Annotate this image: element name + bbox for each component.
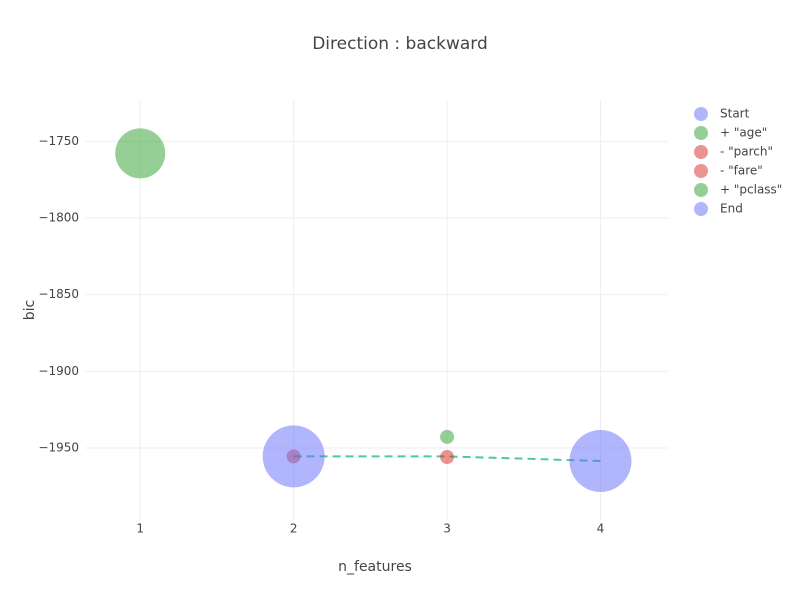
x-tick-label: 2 bbox=[290, 522, 298, 536]
bubble bbox=[440, 429, 455, 444]
x-axis-title: n_features bbox=[338, 559, 412, 575]
x-tick-label: 3 bbox=[443, 522, 451, 536]
legend-swatch bbox=[694, 145, 708, 159]
legend-swatch bbox=[694, 183, 708, 197]
bubble bbox=[115, 128, 166, 179]
legend-label: - "parch" bbox=[720, 145, 773, 159]
legend-label: + "pclass" bbox=[720, 183, 782, 197]
bubble bbox=[262, 425, 325, 488]
legend-swatch bbox=[694, 126, 708, 140]
y-axis-title: bic bbox=[22, 300, 38, 320]
y-tick-label: −1950 bbox=[38, 440, 79, 454]
y-tick-label: −1800 bbox=[38, 211, 79, 225]
legend-label: - "fare" bbox=[720, 164, 763, 178]
legend-swatch bbox=[694, 202, 708, 216]
bubble bbox=[440, 450, 455, 464]
bubble bbox=[569, 429, 632, 492]
legend-label: + "age" bbox=[720, 126, 767, 140]
legend-swatch bbox=[694, 107, 708, 121]
legend-label: Start bbox=[720, 107, 750, 121]
x-tick-label: 4 bbox=[597, 522, 605, 536]
y-tick-label: −1900 bbox=[38, 364, 79, 378]
y-tick-label: −1750 bbox=[38, 134, 79, 148]
x-tick-label: 1 bbox=[136, 522, 144, 536]
y-tick-label: −1850 bbox=[38, 287, 79, 301]
legend-label: End bbox=[720, 202, 743, 216]
chart-title: Direction : backward bbox=[312, 34, 488, 54]
legend-swatch bbox=[694, 164, 708, 178]
